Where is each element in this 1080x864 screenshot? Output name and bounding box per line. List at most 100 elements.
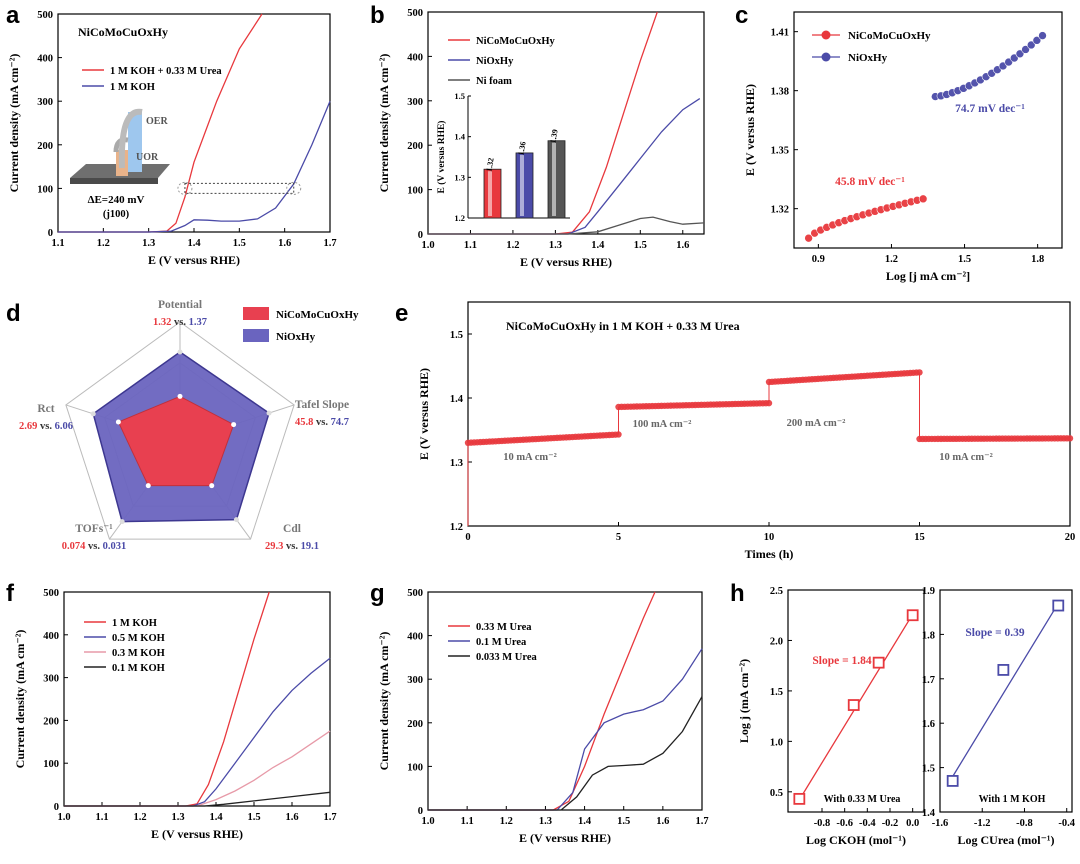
c-data-point xyxy=(1021,45,1030,54)
g-legend-label: 0.33 M Urea xyxy=(476,622,532,633)
f-x-tick-label: 1.5 xyxy=(247,812,260,823)
d-axis-label: Tafel Slope xyxy=(295,399,349,411)
h2-axes-frame xyxy=(939,589,1073,813)
d-value-b: 1.37 xyxy=(189,317,207,328)
g-y-axis-label: Current density (mA cm⁻²) xyxy=(377,632,391,771)
g-x-tick-label: 1.5 xyxy=(617,816,630,827)
a-schematic-oer-bar xyxy=(128,112,142,172)
f-axes-frame xyxy=(63,591,331,807)
a-schematic-base-side xyxy=(70,178,158,184)
e-y-tick-label: 1.2 xyxy=(450,522,463,533)
f-x-tick-label: 1.3 xyxy=(171,812,184,823)
d-value-vs: vs. xyxy=(171,317,188,328)
b-x-tick-label: 1.6 xyxy=(676,240,689,251)
h2-data-point xyxy=(946,775,959,787)
e-y-tick-label: 1.4 xyxy=(450,394,464,405)
panel-letter-g: g xyxy=(370,580,385,607)
d-axis-values: 2.69 vs. 6.06 xyxy=(19,421,73,432)
f-x-tick-label: 1.2 xyxy=(133,812,146,823)
h1-data-point xyxy=(872,656,885,669)
f-x-tick-label: 1.1 xyxy=(95,812,108,823)
f-y-tick-label: 100 xyxy=(43,759,59,770)
c-axes-frame xyxy=(793,11,1063,249)
b-inset-bar-label: 1.32 xyxy=(484,157,495,172)
a-title: NiCoMoCuOxHy xyxy=(78,25,168,39)
g-y-tick-label: 100 xyxy=(407,762,423,773)
g-x-tick-label: 1.3 xyxy=(539,816,552,827)
d-value-vs: vs. xyxy=(85,541,102,552)
c-tafel-label-blue: 74.7 mV dec⁻¹ xyxy=(955,103,1025,115)
h1-y-tick-label: 1.0 xyxy=(770,737,783,748)
g-y-tick-label: 0 xyxy=(418,806,423,817)
d-axis-label: TOFs⁻¹ xyxy=(75,523,112,535)
e-title: NiCoMoCuOxHy in 1 M KOH + 0.33 M Urea xyxy=(506,319,740,333)
b-inset-y-tick-label: 1.4 xyxy=(454,132,465,142)
a-x-tick-label: 1.7 xyxy=(323,238,336,249)
d-value-a: 1.32 xyxy=(153,317,171,328)
b-inset-bar xyxy=(547,140,566,219)
d-value-a: 2.69 xyxy=(19,421,37,432)
c-x-tick-label: 1.8 xyxy=(1031,254,1044,265)
c-x-tick-label: 1.5 xyxy=(958,254,971,265)
d-vertex-blue xyxy=(177,349,183,355)
b-legend-label: NiOxHy xyxy=(476,56,514,67)
h1-y-tick-label: 2.5 xyxy=(770,586,783,597)
e-y-axis-label: E (V versus RHE) xyxy=(417,368,431,460)
a-schematic-uor-arc xyxy=(113,137,129,153)
h2-x-tick-label: -0.4 xyxy=(1058,818,1075,829)
a-y-tick-label: 100 xyxy=(37,184,53,195)
g-legend-label: 0.033 M Urea xyxy=(476,652,537,663)
h2-x-tick-label: -1.2 xyxy=(974,818,991,829)
g-x-tick-label: 1.0 xyxy=(421,816,434,827)
b-series-line xyxy=(428,98,701,235)
panel-letter-d: d xyxy=(6,300,21,327)
e-segment-label: 10 mA cm⁻² xyxy=(939,452,993,463)
f-legend-label: 0.3 M KOH xyxy=(112,648,165,659)
c-y-axis-label: E (V versus RHE) xyxy=(743,84,757,176)
c-tafel-label-red: 45.8 mV dec⁻¹ xyxy=(835,176,905,188)
a-x-tick-label: 1.5 xyxy=(233,238,246,249)
h2-y-tick-label: 1.4 xyxy=(922,808,936,819)
h2-y-tick-label: 1.6 xyxy=(922,719,935,730)
b-y-tick-label: 400 xyxy=(407,52,423,63)
panel-letter-f: f xyxy=(6,580,14,607)
d-vertex-blue xyxy=(119,519,125,525)
h1-note: With 0.33 M Urea xyxy=(824,794,901,805)
e-x-tick-label: 20 xyxy=(1065,532,1076,543)
d-value-vs: vs. xyxy=(313,417,330,428)
d-vertex-red xyxy=(177,393,183,399)
c-legend-marker xyxy=(821,30,831,40)
g-y-tick-label: 300 xyxy=(407,675,423,686)
a-y-tick-label: 500 xyxy=(37,10,53,21)
h2-data-point xyxy=(997,664,1010,676)
a-y-tick-label: 300 xyxy=(37,97,53,108)
e-x-tick-label: 0 xyxy=(465,532,470,543)
d-grid-ring xyxy=(65,321,295,540)
a-x-tick-label: 1.3 xyxy=(142,238,155,249)
f-y-tick-label: 300 xyxy=(43,674,59,685)
a-legend-label: 1 M KOH xyxy=(110,82,155,93)
d-value-vs: vs. xyxy=(283,541,300,552)
b-x-tick-label: 1.2 xyxy=(506,240,519,251)
h2-x-axis-label: Log CUrea (mol⁻¹) xyxy=(957,833,1054,847)
e-axes-frame xyxy=(467,301,1071,527)
f-series-line xyxy=(64,591,270,807)
d-legend-swatch xyxy=(243,307,269,320)
d-value-a: 0.074 xyxy=(62,541,86,552)
f-legend-label: 0.1 M KOH xyxy=(112,663,165,674)
c-y-tick-label: 1.38 xyxy=(771,87,789,98)
h1-data-point xyxy=(793,792,806,805)
b-x-axis-label: E (V versus RHE) xyxy=(520,255,612,269)
a-circle-urea xyxy=(177,181,193,195)
h1-data-point xyxy=(906,609,919,622)
b-x-tick-label: 1.1 xyxy=(464,240,477,251)
h2-note: With 1 M KOH xyxy=(979,794,1046,805)
d-axis-label: Rct xyxy=(37,403,54,415)
g-series-line xyxy=(428,696,703,811)
d-axis-values: 1.32 vs. 1.37 xyxy=(153,317,207,328)
h1-y-tick-label: 0.5 xyxy=(770,788,783,799)
g-legend-label: 0.1 M Urea xyxy=(476,637,527,648)
h2-slope-label: Slope = 0.39 xyxy=(965,627,1025,639)
a-legend-label: 1 M KOH + 0.33 M Urea xyxy=(110,66,222,77)
c-data-point xyxy=(1038,31,1047,40)
